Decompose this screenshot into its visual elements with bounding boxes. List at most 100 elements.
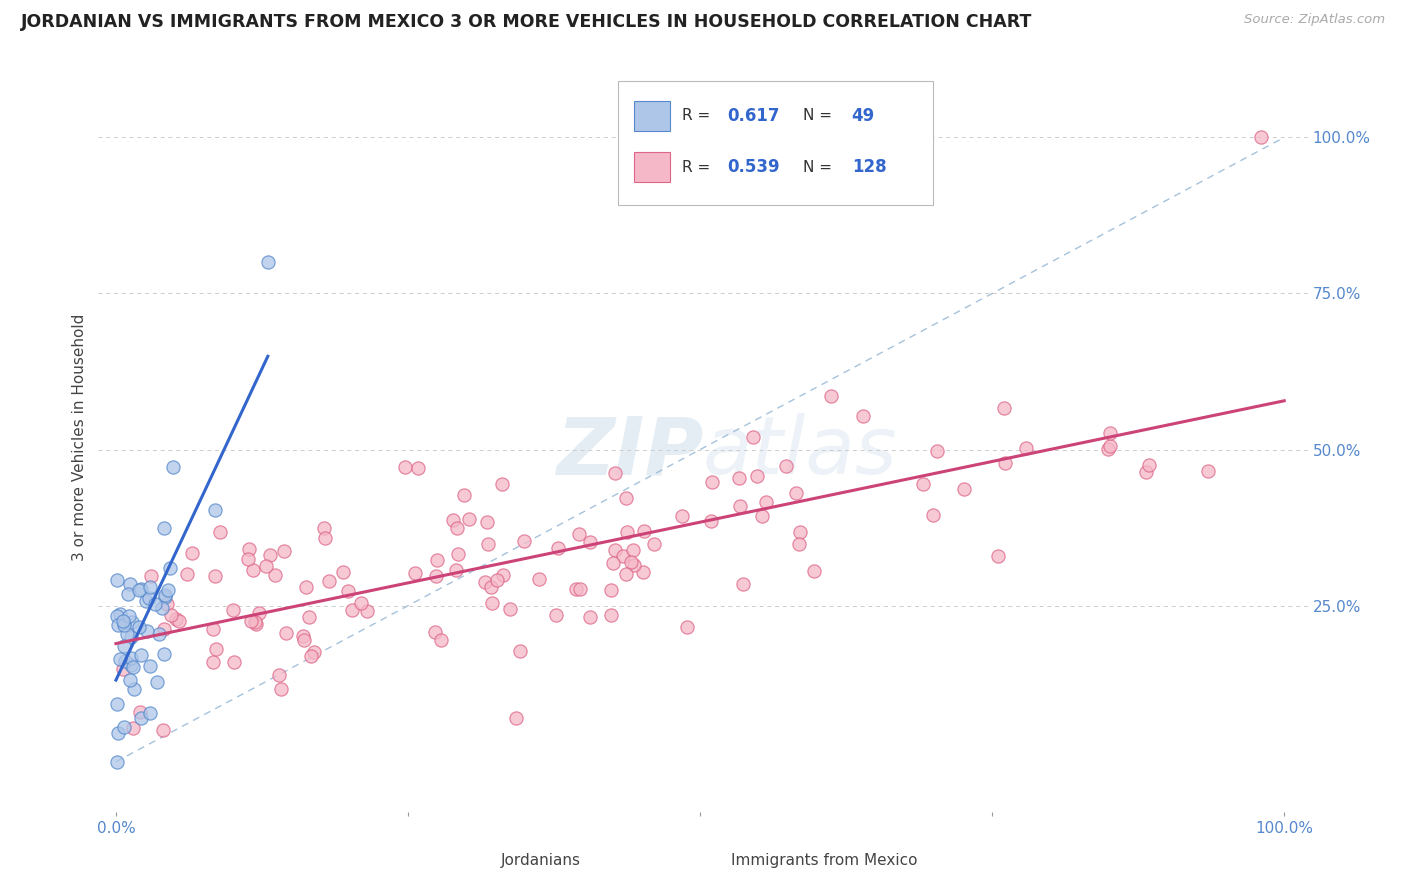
Point <box>155 590 177 604</box>
Point <box>120 657 142 672</box>
Point <box>1098 439 1121 453</box>
Point <box>486 573 509 587</box>
Point <box>994 456 1017 470</box>
Point <box>138 580 160 594</box>
Point <box>291 629 314 643</box>
Point <box>245 617 267 632</box>
Point <box>159 560 181 574</box>
Bar <box>634 101 671 130</box>
Point <box>620 555 643 569</box>
Point <box>621 542 644 557</box>
Point <box>153 588 176 602</box>
Point <box>803 564 825 578</box>
Point <box>302 645 325 659</box>
Point <box>474 574 496 589</box>
Point <box>129 705 152 719</box>
Point <box>614 491 637 506</box>
Point <box>105 608 128 623</box>
Point <box>160 607 183 622</box>
Point <box>447 547 470 561</box>
Point <box>242 563 264 577</box>
Point <box>505 711 527 725</box>
Point <box>731 576 754 591</box>
Point <box>430 633 453 648</box>
Point <box>1015 441 1038 455</box>
Point <box>135 624 157 638</box>
Point <box>181 546 204 560</box>
Point <box>671 509 693 524</box>
Point <box>614 566 637 581</box>
Point <box>117 587 139 601</box>
Point <box>162 459 184 474</box>
Text: Source: ZipAtlas.com: Source: ZipAtlas.com <box>1244 13 1385 27</box>
Point <box>529 572 551 586</box>
Point <box>1137 458 1160 472</box>
Point <box>425 569 447 583</box>
Bar <box>634 153 671 182</box>
Point <box>751 509 773 524</box>
Point <box>356 604 378 618</box>
Point <box>139 569 162 583</box>
Point <box>676 620 699 634</box>
Point <box>107 726 129 740</box>
Point <box>623 558 645 573</box>
Point <box>599 608 621 623</box>
Point <box>152 647 174 661</box>
Point <box>492 567 515 582</box>
Bar <box>697 849 724 871</box>
Point <box>254 559 277 574</box>
Point <box>298 610 321 624</box>
Point <box>922 508 945 523</box>
Point <box>350 596 373 610</box>
Point <box>727 471 749 485</box>
Point <box>122 660 145 674</box>
Point <box>114 654 136 668</box>
Point <box>479 580 502 594</box>
Point <box>146 674 169 689</box>
Point <box>441 513 464 527</box>
Point <box>121 721 143 735</box>
Bar <box>467 849 494 871</box>
Point <box>987 549 1010 563</box>
Point <box>513 534 536 549</box>
Point <box>256 255 278 269</box>
Point <box>1099 425 1122 440</box>
Point <box>112 615 135 630</box>
Point <box>165 611 187 625</box>
Point <box>332 566 354 580</box>
Point <box>565 582 588 596</box>
Text: ZIP: ZIP <box>555 413 703 491</box>
Point <box>110 652 132 666</box>
Point <box>911 476 934 491</box>
Point <box>112 720 135 734</box>
Point <box>105 755 128 769</box>
Point <box>129 711 152 725</box>
Point <box>579 610 602 624</box>
Text: R =: R = <box>682 160 716 175</box>
Point <box>128 620 150 634</box>
Point <box>423 624 446 639</box>
Point <box>273 544 295 558</box>
Point <box>1135 465 1157 479</box>
Point <box>509 644 531 658</box>
Point <box>700 515 723 529</box>
Point <box>153 622 176 636</box>
Point <box>139 706 162 720</box>
Point <box>238 542 260 557</box>
Point <box>120 673 142 688</box>
Point <box>112 615 135 629</box>
Text: atlas: atlas <box>703 413 898 491</box>
Point <box>274 626 297 640</box>
Point <box>167 614 190 628</box>
Point <box>314 531 336 545</box>
Point <box>820 389 842 403</box>
Point <box>201 623 224 637</box>
Point <box>157 582 180 597</box>
Text: R =: R = <box>682 108 716 123</box>
Point <box>993 401 1015 415</box>
Point <box>631 565 654 579</box>
Point <box>1250 130 1272 145</box>
Point <box>152 723 174 737</box>
Point <box>785 486 807 500</box>
Point <box>775 459 797 474</box>
